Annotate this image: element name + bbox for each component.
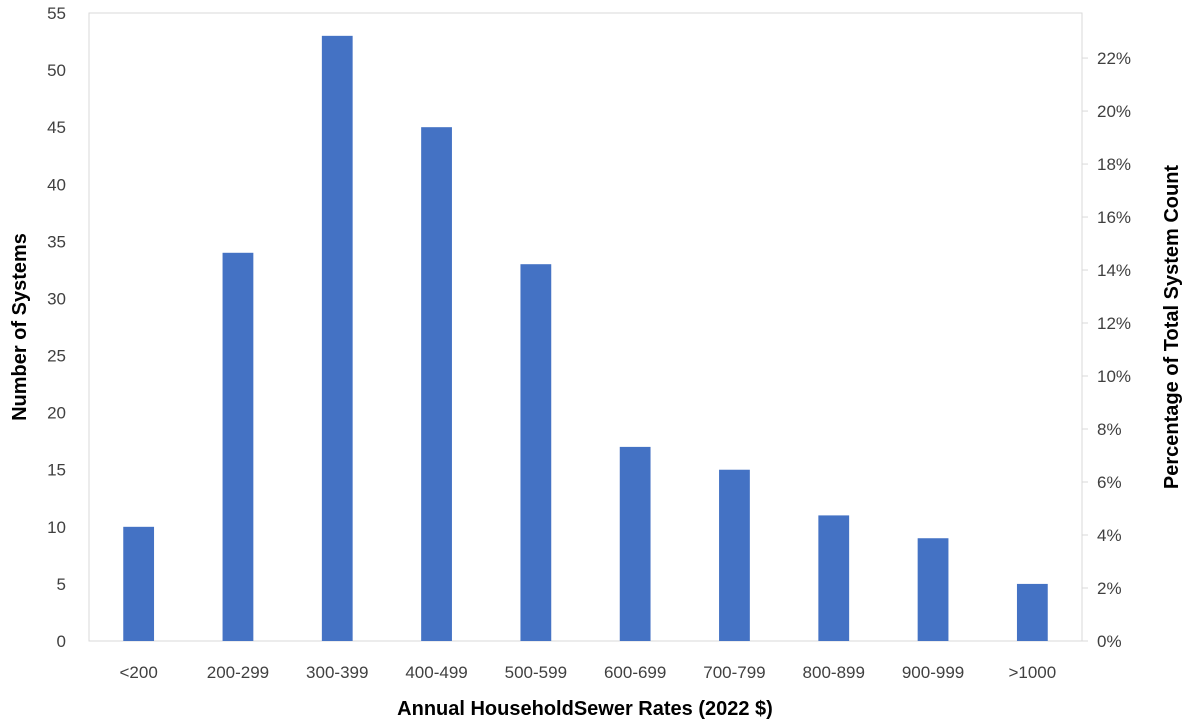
bar-400-499 — [421, 127, 452, 641]
y2-tick-label: 12% — [1097, 314, 1131, 333]
bar-800-899 — [818, 515, 850, 641]
y-tick-label: 40 — [47, 175, 66, 194]
bar-700-799 — [719, 469, 750, 641]
y2-tick-label: 22% — [1097, 49, 1131, 68]
y2-tick-label: 20% — [1097, 102, 1131, 121]
y-tick-label: 50 — [47, 61, 66, 80]
y-tick-label: 10 — [47, 518, 66, 537]
x-tick-label: 400-499 — [405, 663, 467, 682]
y-tick-label: 30 — [47, 289, 66, 308]
bar-300-399 — [321, 35, 353, 641]
x-tick-label: 600-699 — [604, 663, 666, 682]
y2-tick-label: 10% — [1097, 367, 1131, 386]
bar-600-699 — [619, 446, 651, 641]
x-tick-label: 200-299 — [207, 663, 269, 682]
x-tick-label: 800-899 — [803, 663, 865, 682]
bar->1000 — [1016, 583, 1048, 641]
plot-area-border — [88, 12, 1083, 642]
y-tick-label: 5 — [57, 575, 66, 594]
bar-500-599 — [520, 264, 552, 641]
x-axis-ticks: <200 200-299 300-399 400-499 500-599 600-699 7… — [120, 663, 1057, 682]
y2-tick-label: 18% — [1097, 155, 1131, 174]
y2-tick-label: 4% — [1097, 526, 1122, 545]
x-tick-label: >1000 — [1008, 663, 1056, 682]
y2-tick-label: 16% — [1097, 208, 1131, 227]
bar-200-299 — [222, 252, 254, 642]
y-tick-label: 45 — [47, 118, 66, 137]
y2-tick-label: 2% — [1097, 579, 1122, 598]
x-tick-label: 900-999 — [902, 663, 964, 682]
left-axis-ticks: 0 5 10 15 20 25 30 35 40 45 50 55 — [47, 4, 66, 651]
y2-axis-title: Percentage of Total System Count — [1161, 165, 1183, 489]
y-tick-label: 55 — [47, 4, 66, 23]
y-axis-title: Number of Systems — [9, 233, 31, 421]
y2-tick-label: 0% — [1097, 632, 1122, 651]
x-tick-label: <200 — [120, 663, 158, 682]
y2-tick-label: 14% — [1097, 261, 1131, 280]
x-tick-label: 700-799 — [703, 663, 765, 682]
y2-tick-label: 8% — [1097, 420, 1122, 439]
y-tick-label: 35 — [47, 232, 66, 251]
bar-<200 — [123, 526, 155, 641]
y2-tick-label: 6% — [1097, 473, 1122, 492]
y-tick-label: 25 — [47, 347, 66, 366]
y-tick-label: 15 — [47, 461, 66, 480]
x-axis-title: Annual HouseholdSewer Rates (2022 $) — [397, 698, 773, 720]
x-tick-label: 300-399 — [306, 663, 368, 682]
y-tick-label: 20 — [47, 404, 66, 423]
x-tick-label: 500-599 — [505, 663, 567, 682]
bar-900-999 — [917, 538, 949, 641]
bars — [123, 35, 1048, 642]
y-tick-label: 0 — [57, 632, 66, 651]
right-axis-ticks: 0% 2% 4% 6% 8% 10% 12% 14% 16% 18% 20% 22% — [1082, 49, 1131, 651]
